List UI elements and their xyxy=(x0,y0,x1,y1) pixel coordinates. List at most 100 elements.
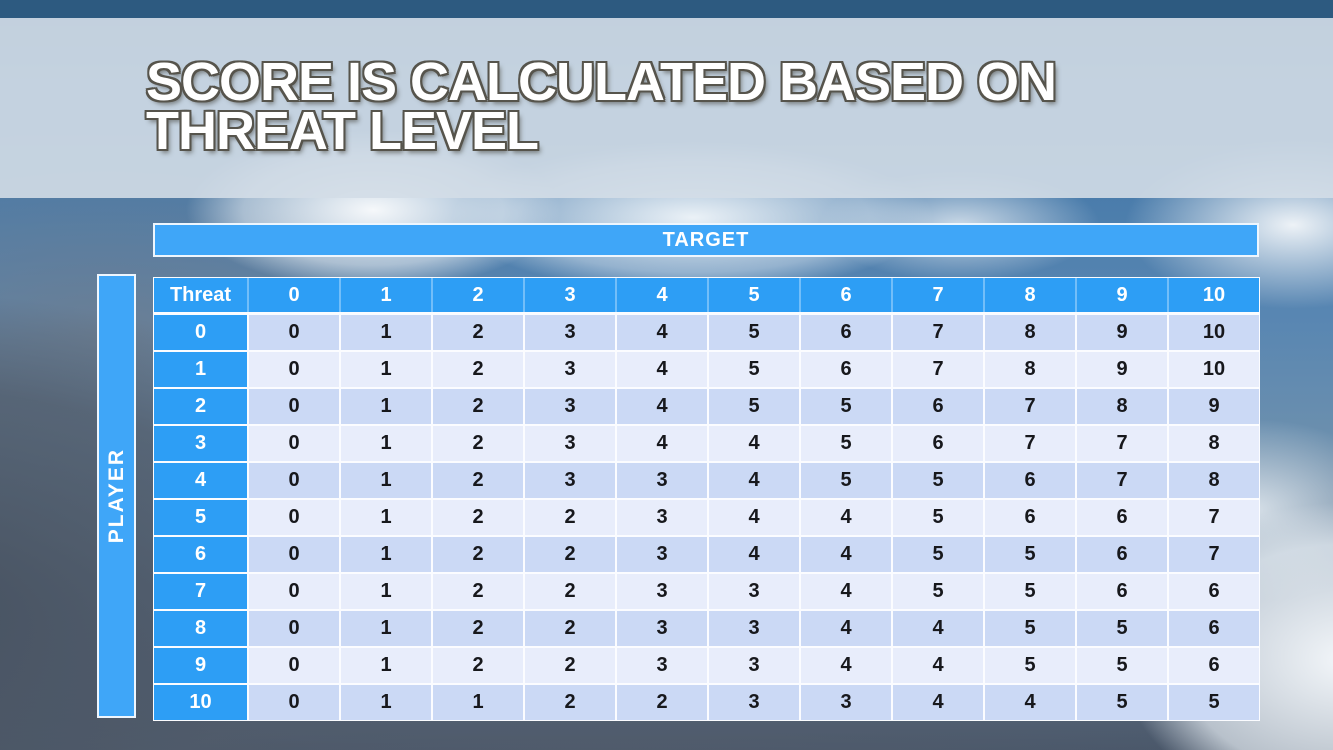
score-cell: 3 xyxy=(615,463,707,498)
row-header-cell: 7 xyxy=(154,574,247,609)
score-cell: 4 xyxy=(799,611,891,646)
score-cell: 5 xyxy=(983,574,1075,609)
row-header-cell: 1 xyxy=(154,352,247,387)
score-cell: 5 xyxy=(707,352,799,387)
score-cell: 4 xyxy=(891,685,983,720)
score-cell: 1 xyxy=(339,574,431,609)
score-cell: 5 xyxy=(799,463,891,498)
score-cell: 7 xyxy=(983,426,1075,461)
score-cell: 5 xyxy=(1075,648,1167,683)
score-cell: 3 xyxy=(523,389,615,424)
score-cell: 0 xyxy=(247,611,339,646)
score-cell: 7 xyxy=(1167,500,1259,535)
column-header-cell: 1 xyxy=(339,278,431,312)
score-cell: 2 xyxy=(523,500,615,535)
score-cell: 3 xyxy=(707,685,799,720)
score-cell: 4 xyxy=(615,426,707,461)
score-cell: 0 xyxy=(247,500,339,535)
column-header-cell: 9 xyxy=(1075,278,1167,312)
score-cell: 10 xyxy=(1167,315,1259,350)
score-cell: 3 xyxy=(523,426,615,461)
score-cell: 0 xyxy=(247,315,339,350)
score-cell: 0 xyxy=(247,463,339,498)
slide-title: SCORE IS CALCULATED BASED ON THREAT LEVE… xyxy=(146,52,1057,161)
score-cell: 1 xyxy=(431,685,523,720)
score-cell: 3 xyxy=(707,611,799,646)
row-header-cell: 3 xyxy=(154,426,247,461)
row-header-cell: 9 xyxy=(154,648,247,683)
score-cell: 9 xyxy=(1167,389,1259,424)
score-cell: 4 xyxy=(799,537,891,572)
column-header-cell: 5 xyxy=(707,278,799,312)
row-header-cell: 2 xyxy=(154,389,247,424)
score-cell: 2 xyxy=(431,611,523,646)
top-accent-bar xyxy=(0,0,1333,18)
score-cell: 1 xyxy=(339,537,431,572)
score-cell: 5 xyxy=(1075,685,1167,720)
player-label: PLAYER xyxy=(104,448,128,544)
table-row: 10 0 1 1 2 2 3 3 4 4 5 5 xyxy=(154,685,1259,720)
score-cell: 6 xyxy=(983,463,1075,498)
score-cell: 5 xyxy=(983,648,1075,683)
score-cell: 4 xyxy=(799,648,891,683)
score-cell: 2 xyxy=(431,352,523,387)
column-header-cell: 7 xyxy=(891,278,983,312)
row-header-cell: 6 xyxy=(154,537,247,572)
score-cell: 2 xyxy=(431,426,523,461)
score-cell: 6 xyxy=(1167,574,1259,609)
score-cell: 6 xyxy=(799,315,891,350)
column-header-cell: 10 xyxy=(1167,278,1259,312)
score-cell: 6 xyxy=(1167,648,1259,683)
score-cell: 5 xyxy=(707,315,799,350)
row-header-cell: 0 xyxy=(154,315,247,350)
score-cell: 2 xyxy=(431,648,523,683)
score-cell: 5 xyxy=(891,500,983,535)
score-cell: 2 xyxy=(523,648,615,683)
score-cell: 1 xyxy=(339,611,431,646)
score-cell: 1 xyxy=(339,648,431,683)
score-cell: 4 xyxy=(707,537,799,572)
row-header-cell: 8 xyxy=(154,611,247,646)
score-cell: 3 xyxy=(707,648,799,683)
score-cell: 2 xyxy=(615,685,707,720)
score-cell: 3 xyxy=(615,500,707,535)
score-cell: 4 xyxy=(707,426,799,461)
column-header-cell: 2 xyxy=(431,278,523,312)
score-cell: 4 xyxy=(799,500,891,535)
score-cell: 8 xyxy=(1075,389,1167,424)
score-cell: 4 xyxy=(891,648,983,683)
score-cell: 9 xyxy=(1075,315,1167,350)
score-cell: 1 xyxy=(339,352,431,387)
score-cell: 3 xyxy=(615,611,707,646)
score-cell: 8 xyxy=(1167,426,1259,461)
score-cell: 6 xyxy=(1075,574,1167,609)
score-cell: 2 xyxy=(523,685,615,720)
score-cell: 2 xyxy=(523,611,615,646)
score-cell: 7 xyxy=(983,389,1075,424)
score-cell: 2 xyxy=(523,574,615,609)
target-label: TARGET xyxy=(662,228,750,251)
score-cell: 5 xyxy=(891,537,983,572)
score-cell: 2 xyxy=(431,537,523,572)
score-cell: 6 xyxy=(1075,500,1167,535)
score-cell: 3 xyxy=(799,685,891,720)
score-cell: 4 xyxy=(615,315,707,350)
score-cell: 3 xyxy=(615,574,707,609)
score-matrix-table: Threat 0 1 2 3 4 5 6 7 8 9 10 0 0 1 2 3 4 5 6 7 8 9 10 1 0 1 2 3 4 5… xyxy=(153,277,1260,721)
score-cell: 4 xyxy=(615,352,707,387)
score-cell: 4 xyxy=(615,389,707,424)
score-cell: 5 xyxy=(1075,611,1167,646)
score-cell: 2 xyxy=(431,574,523,609)
score-cell: 6 xyxy=(891,389,983,424)
score-cell: 5 xyxy=(707,389,799,424)
table-row: 1 0 1 2 3 4 5 6 7 8 9 10 xyxy=(154,352,1259,387)
score-cell: 6 xyxy=(891,426,983,461)
score-cell: 2 xyxy=(431,389,523,424)
